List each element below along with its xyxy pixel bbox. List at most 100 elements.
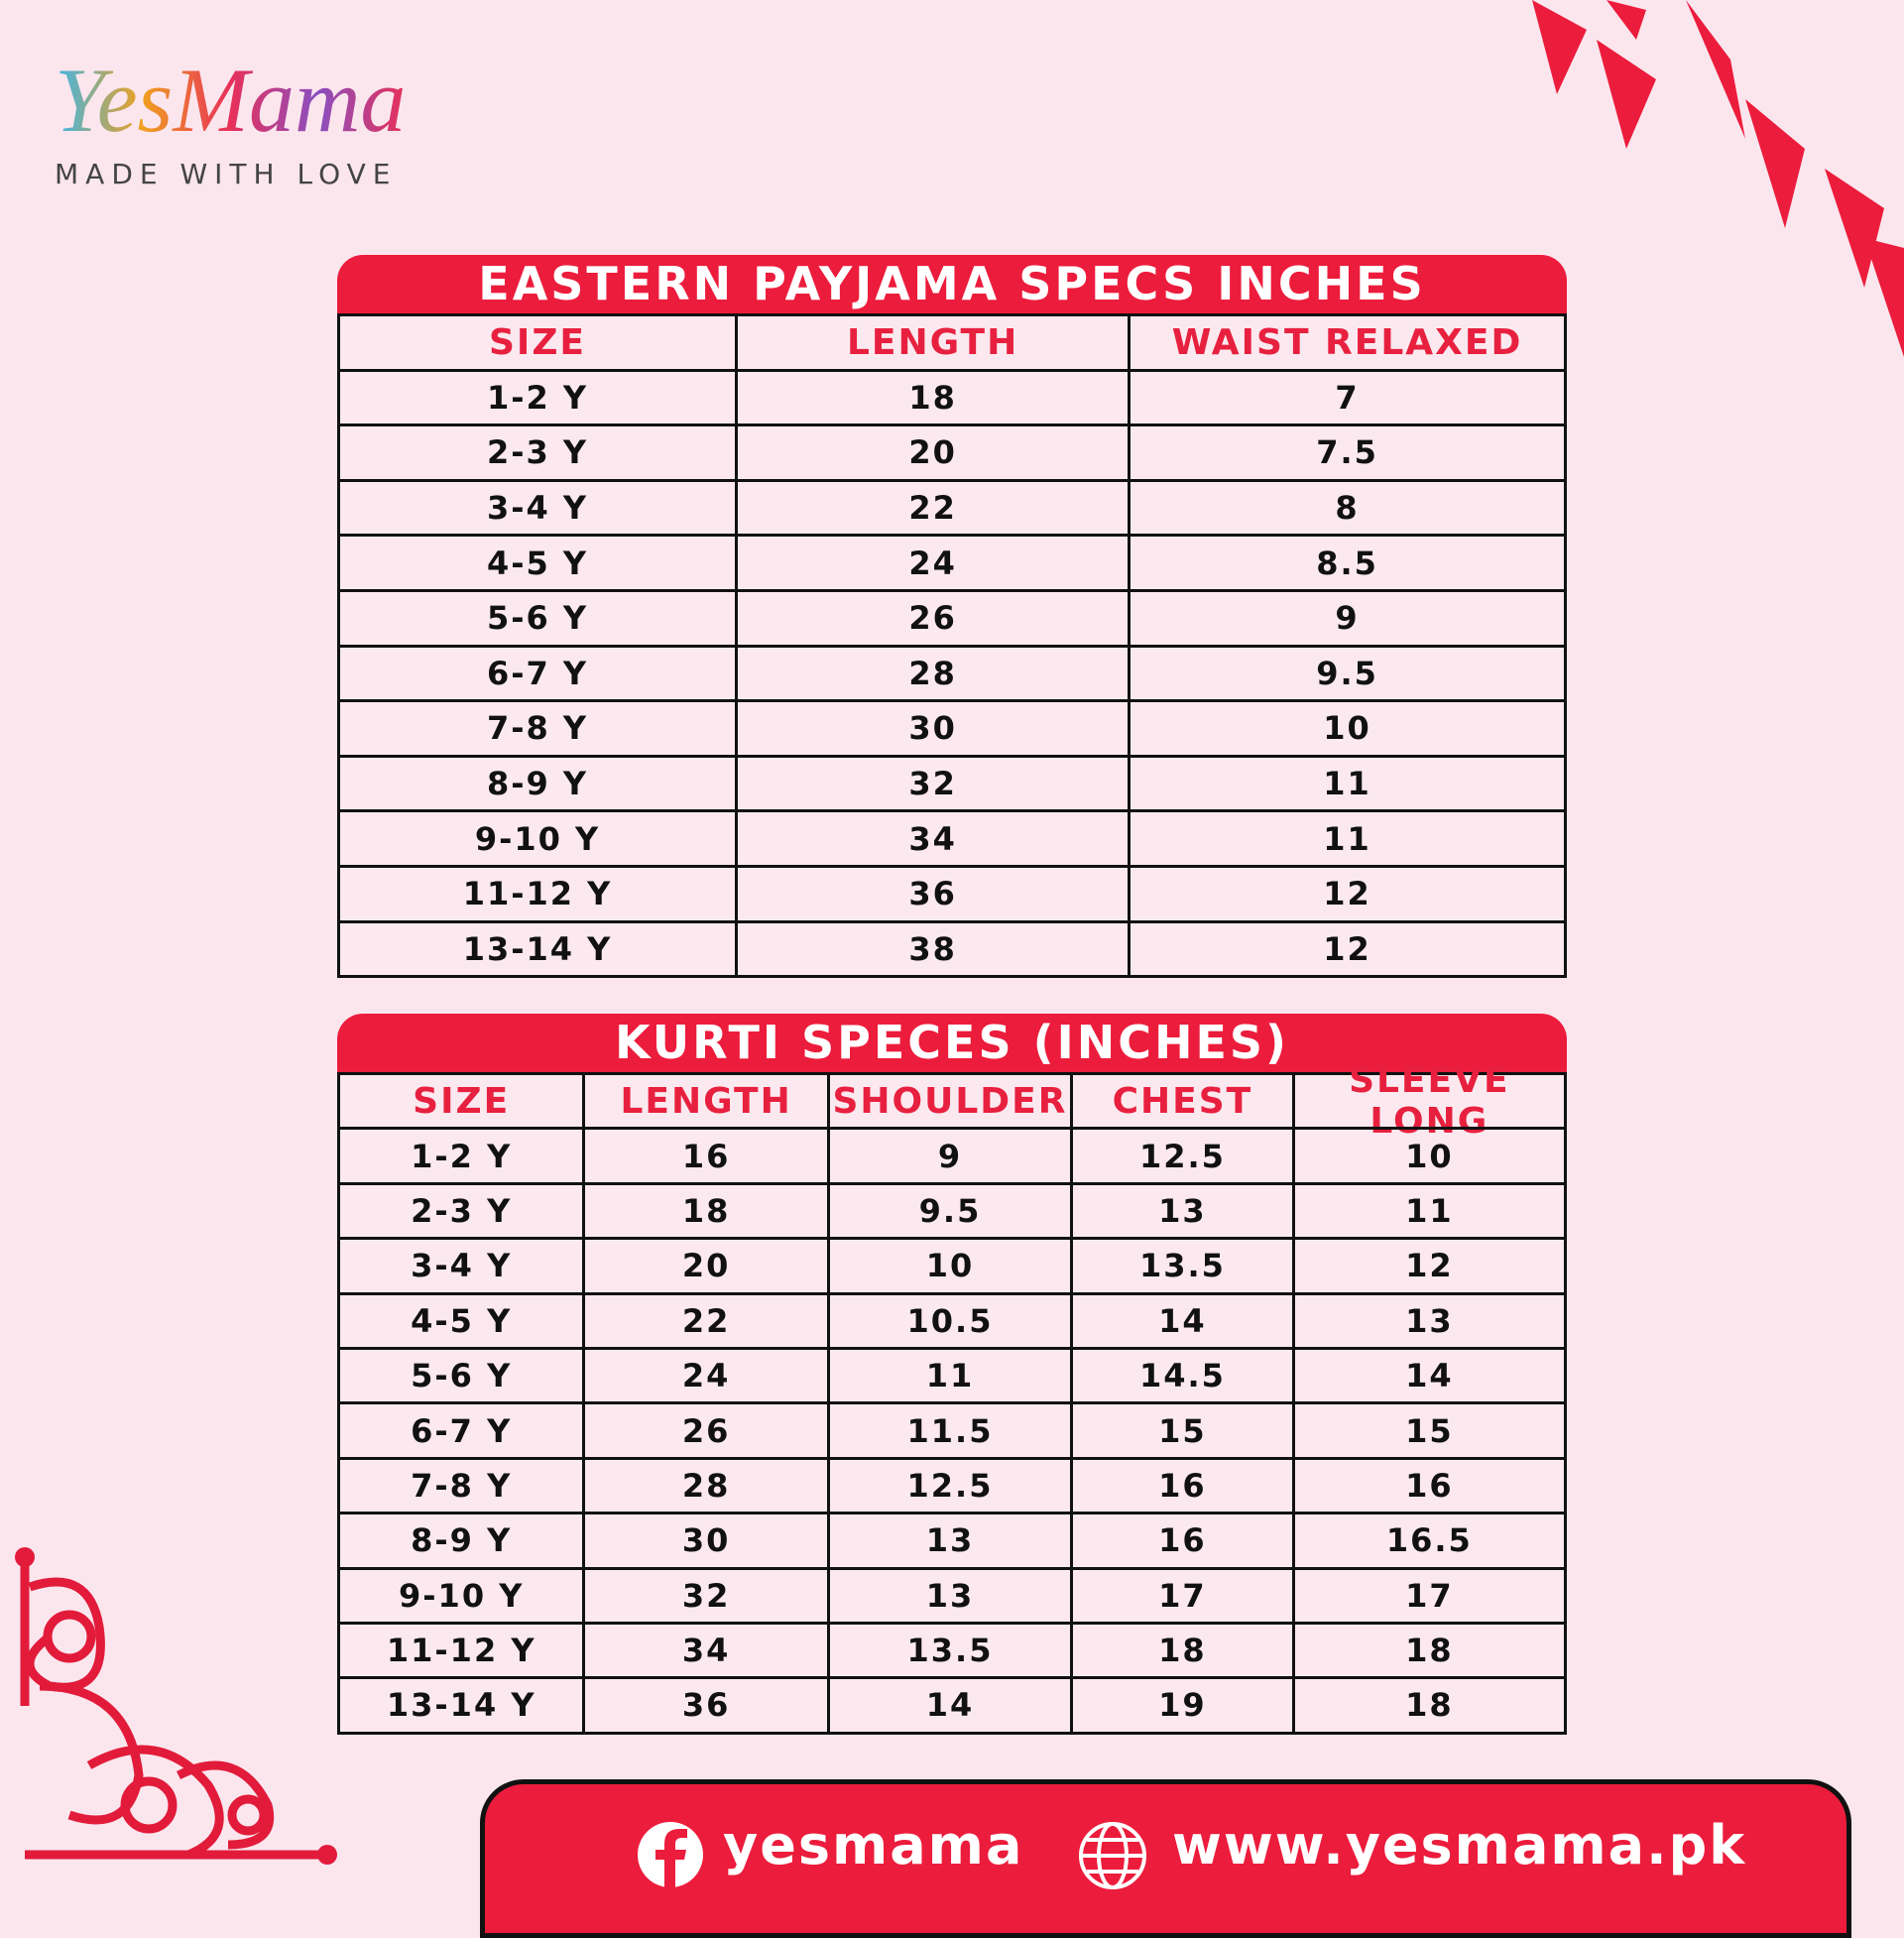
value-cell: 11 [829,1346,1074,1402]
value-cell: 32 [738,754,1131,810]
value-cell: 30 [738,699,1131,755]
value-cell: 11.5 [829,1401,1074,1457]
value-cell: 26 [585,1401,830,1457]
size-cell: 6-7 Y [340,644,739,700]
size-cell: 8-9 Y [340,754,739,810]
size-cell: 4-5 Y [340,1291,586,1347]
value-cell: 20 [585,1237,830,1292]
facebook-handle: yesmama [723,1814,1024,1877]
column-header: SIZE [340,313,739,369]
value-cell: 8.5 [1130,534,1564,589]
size-cell: 4-5 Y [340,534,739,589]
value-cell: 12.5 [829,1456,1074,1513]
value-cell: 9 [1130,588,1564,645]
column-header: SHOULDER [829,1072,1074,1128]
value-cell: 14 [1294,1346,1564,1401]
value-cell: 7 [1130,368,1564,424]
value-cell: 9 [829,1127,1074,1182]
value-cell: 16 [1294,1456,1564,1512]
table-grid: SIZE LENGTH WAIST RELAXED 1-2 Y 18 7 2-3 Y 20 7.… [337,313,1567,979]
value-cell: 24 [738,534,1131,589]
value-cell: 8 [1130,478,1564,535]
value-cell: 36 [738,864,1131,920]
column-header: CHEST [1073,1072,1295,1128]
value-cell: 10 [1294,1127,1564,1181]
value-cell: 16 [585,1127,830,1182]
size-cell: 5-6 Y [340,1346,586,1402]
column-header: SIZE [340,1072,586,1128]
value-cell: 38 [738,919,1131,976]
value-cell: 12.5 [1073,1127,1295,1182]
value-cell: 10 [829,1237,1074,1292]
value-cell: 14.5 [1073,1346,1295,1402]
value-cell: 13.5 [829,1621,1074,1677]
size-cell: 9-10 Y [340,1566,586,1622]
value-cell: 14 [829,1676,1074,1732]
value-cell: 24 [585,1346,830,1402]
value-cell: 19 [1073,1676,1295,1732]
column-header: WAIST RELAXED [1130,313,1564,369]
value-cell: 18 [1294,1676,1564,1731]
value-cell: 22 [585,1291,830,1347]
value-cell: 12 [1130,864,1564,920]
value-cell: 17 [1073,1566,1295,1622]
value-cell: 7.5 [1130,424,1564,479]
value-cell: 15 [1073,1401,1295,1457]
globe-icon [1079,1822,1146,1889]
value-cell: 36 [585,1676,830,1732]
size-cell: 13-14 Y [340,1676,586,1732]
value-cell: 26 [738,588,1131,645]
value-cell: 13 [829,1566,1074,1622]
size-cell: 1-2 Y [340,1127,586,1182]
value-cell: 10 [1130,699,1564,755]
size-cell: 2-3 Y [340,1181,586,1238]
size-table: KURTI SPECES (INCHES) SIZE LENGTH SHOULDER C… [337,1014,1567,1735]
value-cell: 34 [585,1621,830,1677]
logo: YesMama MADE WITH LOVE [55,55,406,190]
value-cell: 11 [1130,809,1564,865]
logo-name: YesMama [55,50,407,151]
size-cell: 1-2 Y [340,368,739,424]
value-cell: 17 [1294,1566,1564,1622]
column-header: LENGTH [585,1072,830,1128]
value-cell: 18 [738,368,1131,424]
value-cell: 30 [585,1512,830,1567]
table-title: KURTI SPECES (INCHES) [337,1014,1567,1072]
size-cell: 3-4 Y [340,478,739,535]
value-cell: 34 [738,809,1131,865]
value-cell: 16 [1073,1512,1295,1567]
value-cell: 13 [1294,1291,1564,1347]
value-cell: 14 [1073,1291,1295,1347]
facebook-icon [638,1822,703,1887]
value-cell: 15 [1294,1401,1564,1456]
value-cell: 16.5 [1294,1512,1564,1566]
value-cell: 13 [1073,1181,1295,1238]
column-header: SLEEVE LONG [1294,1060,1564,1142]
value-cell: 22 [738,478,1131,535]
value-cell: 11 [1294,1181,1564,1237]
column-header: LENGTH [738,313,1131,369]
size-cell: 7-8 Y [340,1456,586,1513]
size-cell: 13-14 Y [340,919,739,976]
value-cell: 20 [738,424,1131,479]
website: www.yesmama.pk [1172,1814,1747,1877]
value-cell: 13 [829,1512,1074,1567]
value-cell: 10.5 [829,1291,1074,1347]
value-cell: 11 [1130,754,1564,810]
footer-bar: yesmama www.yesmama.pk [480,1779,1851,1938]
value-cell: 28 [738,644,1131,700]
value-cell: 18 [1073,1621,1295,1677]
value-cell: 12 [1294,1237,1564,1291]
logo-tagline: MADE WITH LOVE [55,158,398,190]
size-cell: 3-4 Y [340,1237,586,1292]
size-cell: 5-6 Y [340,588,739,645]
size-table: EASTERN PAYJAMA SPECS INCHES SIZE LENGTH WA… [337,255,1567,979]
value-cell: 9.5 [1130,644,1564,700]
size-cell: 8-9 Y [340,1512,586,1567]
value-cell: 13.5 [1073,1237,1295,1292]
value-cell: 18 [1294,1621,1564,1676]
value-cell: 32 [585,1566,830,1622]
